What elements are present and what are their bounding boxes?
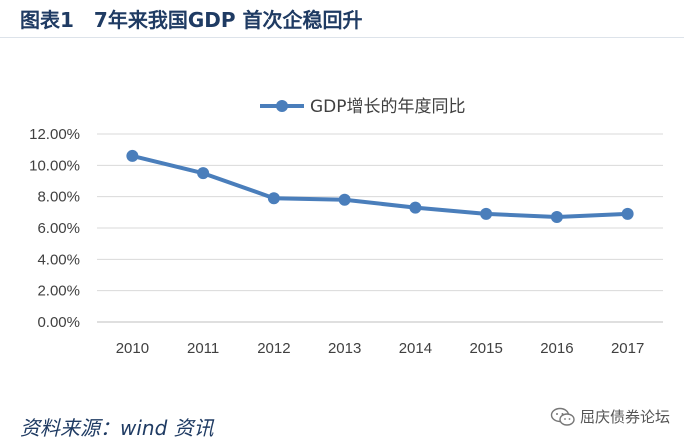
- grid-lines: [97, 133, 663, 323]
- x-tick-label: 2017: [611, 340, 644, 357]
- data-point: [197, 167, 210, 180]
- legend: GDP增长的年度同比: [260, 97, 466, 117]
- data-point: [338, 193, 351, 206]
- y-axis-ticks: 0.00% 2.00% 4.00% 6.00% 8.00% 10.00% 12.00%: [29, 126, 80, 331]
- y-tick-label: 4.00%: [37, 251, 80, 268]
- y-tick-label: 8.00%: [37, 189, 80, 206]
- x-tick-label: 2011: [187, 340, 219, 357]
- data-point: [480, 207, 493, 220]
- y-tick-label: 2.00%: [37, 283, 80, 300]
- x-tick-label: 2012: [257, 340, 290, 357]
- figure-title: 图表1 7年来我国GDP 首次企稳回升: [20, 8, 363, 32]
- legend-label: GDP增长的年度同比: [310, 97, 466, 117]
- watermark-text: 屈庆债券论坛: [579, 408, 670, 426]
- x-tick-label: 2015: [469, 340, 502, 357]
- data-point: [621, 207, 634, 220]
- watermark: 屈庆债券论坛: [550, 406, 670, 427]
- x-tick-label: 2010: [116, 340, 149, 357]
- wechat-icon: [550, 407, 575, 426]
- y-tick-label: 6.00%: [37, 220, 80, 237]
- title-divider: [0, 37, 684, 38]
- y-tick-label: 0.00%: [37, 314, 80, 331]
- x-tick-label: 2013: [328, 340, 361, 357]
- data-point: [550, 211, 563, 224]
- x-axis-ticks: 2010 2011 2012 2013 2014 2015 2016 2017: [116, 340, 645, 357]
- source-note: 资料来源：wind 资讯: [20, 416, 214, 440]
- series-line: [130, 153, 630, 219]
- y-tick-label: 12.00%: [29, 126, 80, 143]
- x-tick-label: 2016: [540, 340, 573, 357]
- legend-marker: [276, 100, 288, 112]
- data-point: [409, 201, 422, 214]
- data-point: [267, 192, 280, 205]
- series-gdp: [126, 149, 634, 224]
- data-point: [126, 149, 139, 162]
- y-tick-label: 10.00%: [29, 157, 80, 174]
- x-tick-label: 2014: [399, 340, 432, 357]
